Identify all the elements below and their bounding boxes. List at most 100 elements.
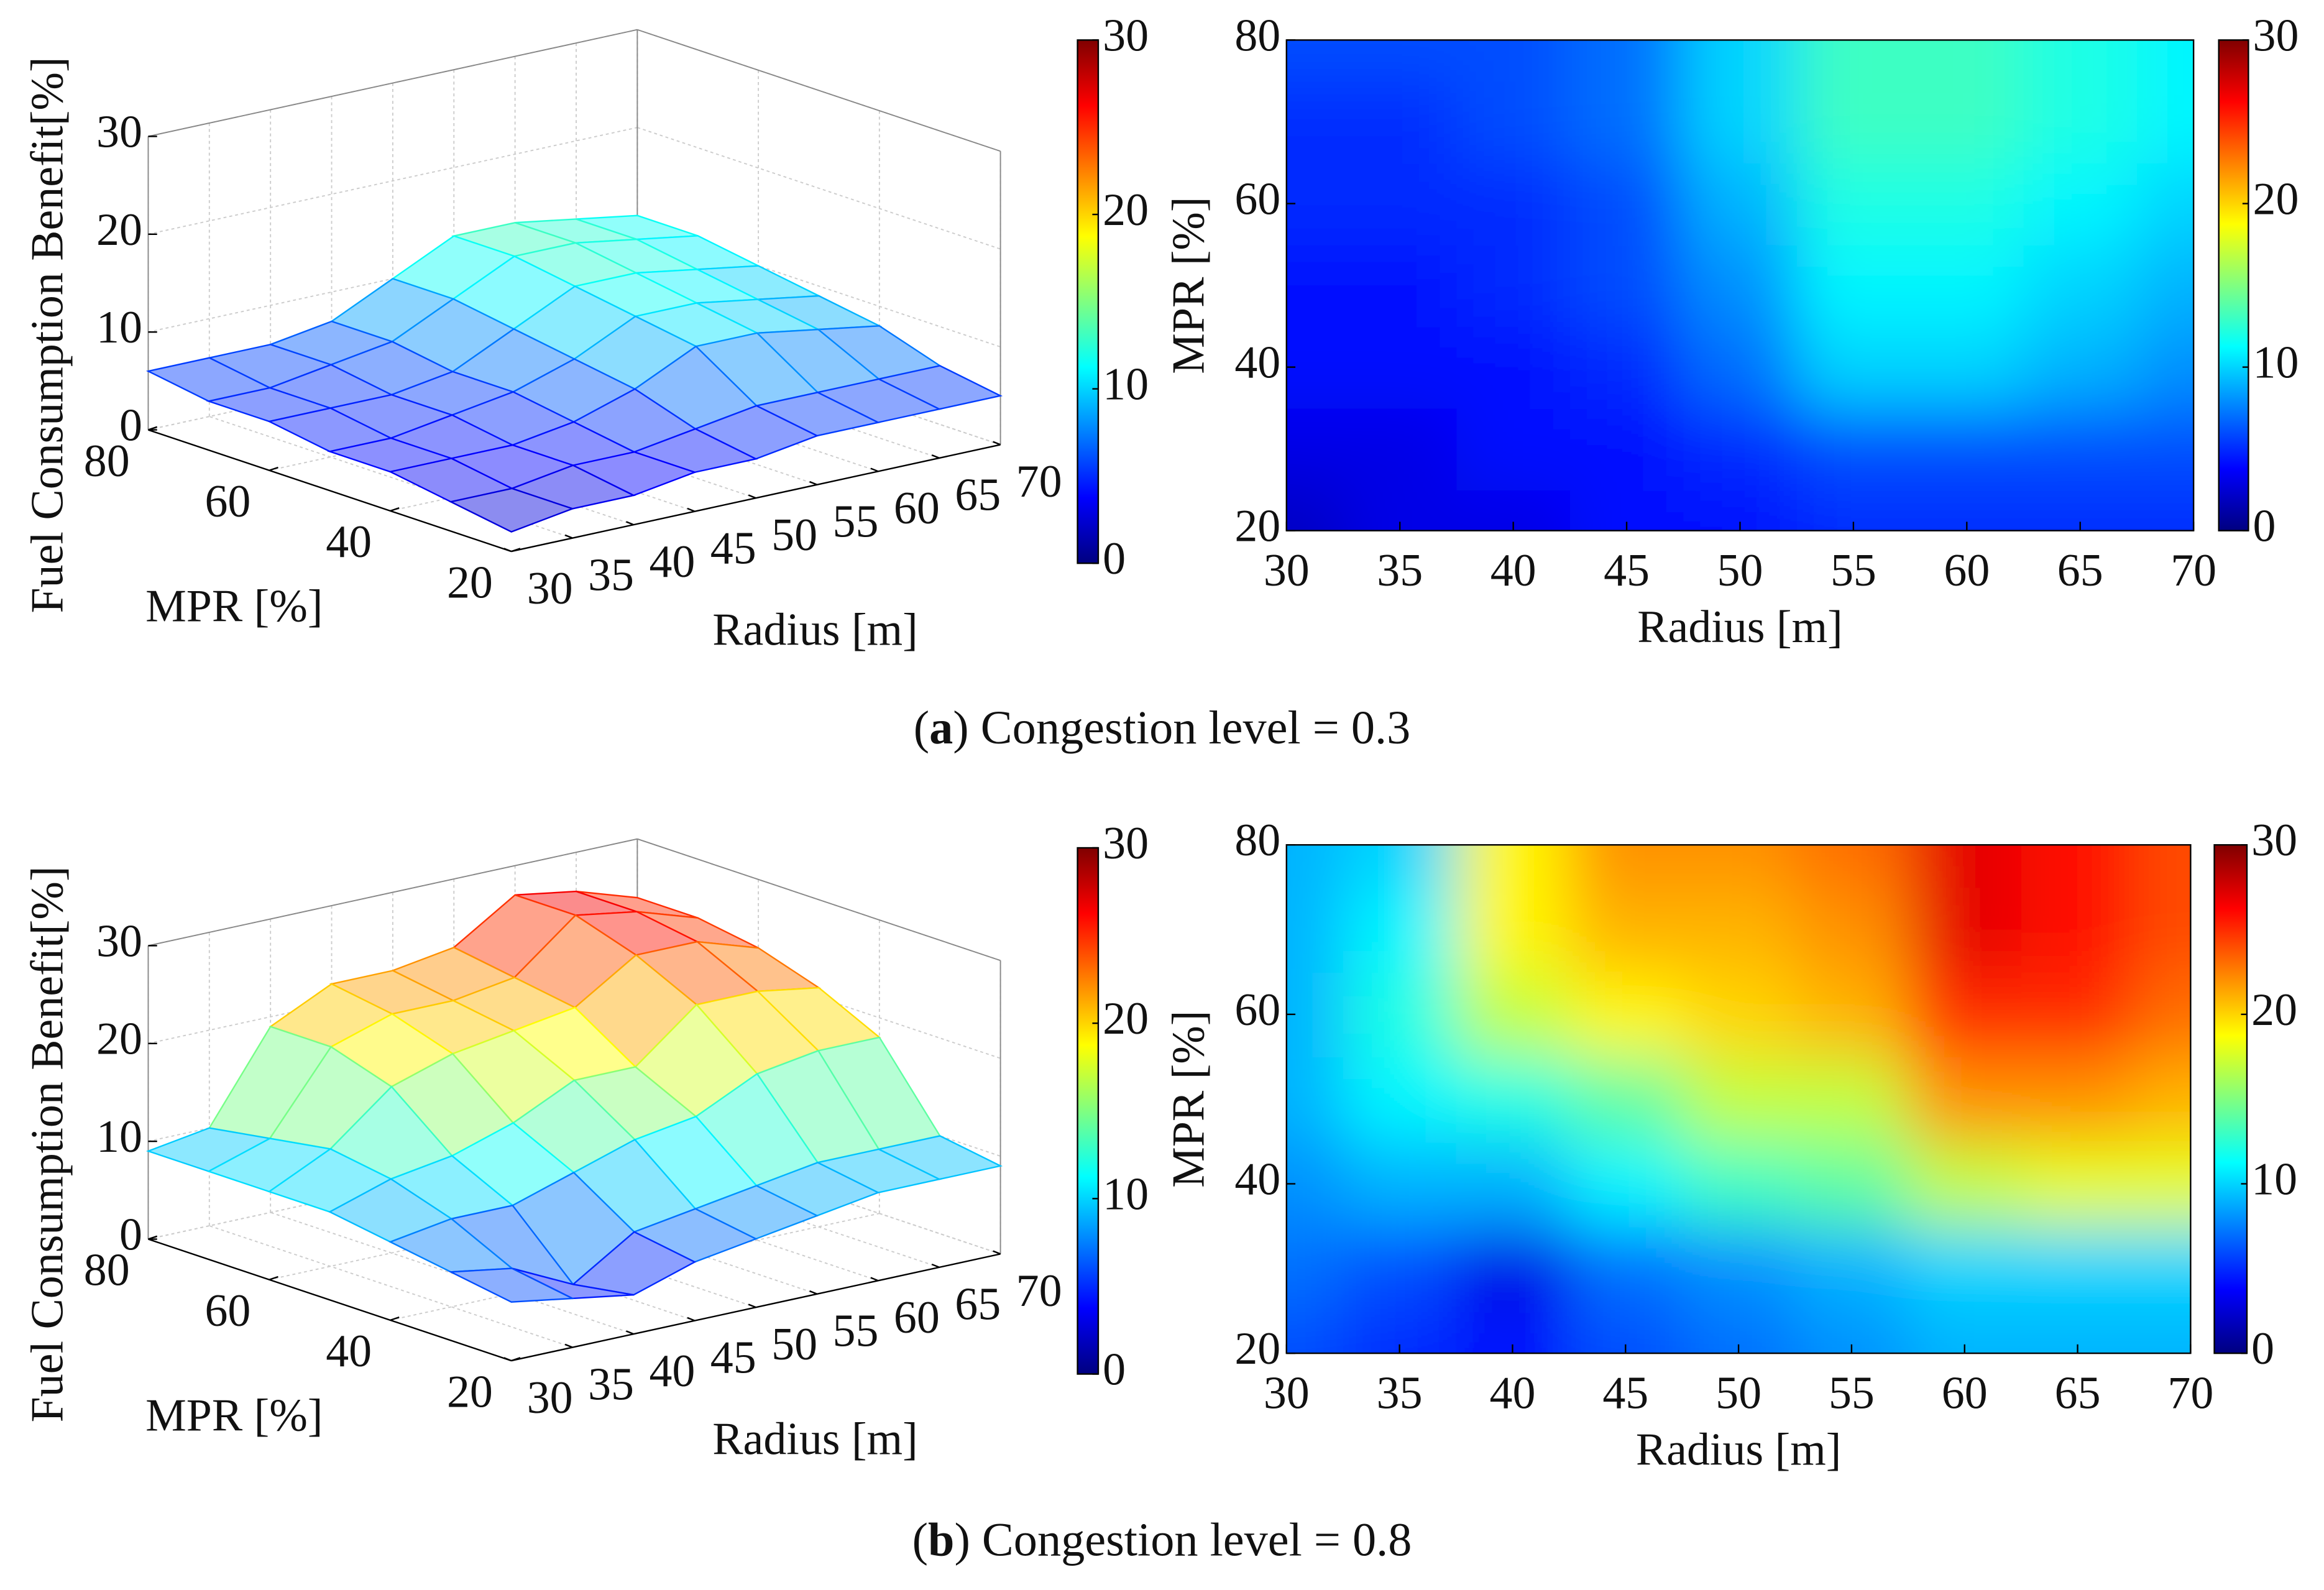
heatmap-cell bbox=[2023, 326, 2138, 409]
heatmap-cell bbox=[1456, 1141, 1570, 1227]
heatmap-cell bbox=[1908, 1057, 2022, 1142]
axis-box bbox=[148, 29, 638, 137]
x-axis-label: Radius [m] bbox=[712, 604, 918, 655]
heatmap-cell bbox=[2023, 408, 2138, 491]
x-tick bbox=[993, 1250, 1001, 1255]
heatmap-cell bbox=[1286, 326, 1344, 409]
heatmap-cell bbox=[1286, 887, 1344, 973]
heatmap-cell bbox=[2134, 1310, 2191, 1354]
x-tick-label: 30 bbox=[527, 1372, 573, 1423]
x-tick-label: 40 bbox=[649, 536, 695, 587]
surface-patch bbox=[448, 487, 575, 533]
heatmap-cell bbox=[1286, 1226, 1344, 1312]
x-tick bbox=[687, 1317, 696, 1321]
heatmap-cell bbox=[2021, 1226, 2135, 1312]
heatmap-cell bbox=[1683, 40, 1798, 82]
x-tick bbox=[748, 494, 756, 499]
colorbar-tick-label: 0 bbox=[1103, 533, 1126, 584]
heatmap-cell bbox=[1683, 81, 1798, 163]
heatmap-cell bbox=[1682, 972, 1796, 1058]
x-tick-label: 60 bbox=[1944, 545, 1990, 595]
colorbar-tick-label: 10 bbox=[1103, 359, 1149, 410]
heatmap-cell bbox=[1796, 81, 1911, 163]
heatmap-cell bbox=[1569, 972, 1683, 1058]
heatmap-cell bbox=[1456, 81, 1571, 163]
heatmap-cell bbox=[1683, 408, 1798, 491]
z-tick-label: 20 bbox=[96, 1013, 142, 1064]
colorbar bbox=[1077, 847, 1100, 1375]
x-tick-label: 50 bbox=[771, 1318, 817, 1369]
x-tick-label: 60 bbox=[894, 1292, 940, 1343]
caption-part: ) Congestion level = 0.8 bbox=[954, 1513, 1412, 1566]
y-axis-label: MPR [%] bbox=[1163, 196, 1214, 374]
x-tick-label: 30 bbox=[527, 563, 573, 613]
heatmap-cell bbox=[1286, 81, 1344, 163]
y-tick bbox=[269, 1275, 278, 1280]
y-tick bbox=[269, 466, 278, 471]
y-tick bbox=[148, 426, 158, 431]
colorbar-tick-label: 30 bbox=[2251, 814, 2297, 865]
y-tick-label: 60 bbox=[204, 476, 250, 526]
heatmap-cell bbox=[2134, 845, 2191, 888]
axis-line bbox=[148, 429, 512, 553]
x-tick bbox=[870, 467, 879, 472]
x-tick-label: 40 bbox=[1490, 545, 1536, 595]
heatmap-cell bbox=[1286, 845, 1344, 888]
y-tick bbox=[390, 1316, 400, 1321]
heatmap-cell bbox=[1569, 887, 1683, 973]
heatmap-cell bbox=[2021, 1057, 2135, 1142]
x-tick bbox=[564, 1343, 573, 1348]
heatmap-cell bbox=[1682, 1057, 1796, 1142]
heatmap-area bbox=[1286, 845, 2191, 1354]
heatmap-cell bbox=[1569, 326, 1684, 409]
x-tick-label: 30 bbox=[1264, 1367, 1310, 1418]
heatmap-cell bbox=[2136, 81, 2194, 163]
heatmap-cell bbox=[1908, 1141, 2022, 1227]
x-tick bbox=[870, 1277, 879, 1282]
heatmap-cell bbox=[2134, 887, 2191, 973]
y-axis-label: MPR [%] bbox=[1163, 1010, 1214, 1187]
heatmap-cell bbox=[2136, 162, 2194, 246]
colorbar-tick-label: 10 bbox=[2251, 1153, 2297, 1204]
heatmap-cell bbox=[1795, 972, 1909, 1058]
heatmap-cell bbox=[1569, 845, 1683, 888]
heatmap-cell bbox=[1569, 244, 1684, 328]
y-tick-label: 60 bbox=[1234, 173, 1280, 224]
heatmap-cell bbox=[1343, 972, 1457, 1058]
heatmap-cell bbox=[1682, 1141, 1796, 1227]
y-tick-label: 80 bbox=[1234, 814, 1280, 865]
x-tick-label: 60 bbox=[894, 482, 940, 533]
x-tick-label: 70 bbox=[1016, 1265, 1062, 1316]
heatmap-cell bbox=[1682, 845, 1796, 888]
y-tick-label: 20 bbox=[1234, 500, 1280, 551]
colorbar-tick-label: 20 bbox=[1103, 184, 1149, 235]
heatmap-cell bbox=[1796, 326, 1911, 409]
colorbar-tick-label: 20 bbox=[2253, 173, 2299, 224]
heatmap-cells bbox=[1286, 40, 2194, 531]
heatmap-cell bbox=[1343, 81, 1458, 163]
heatmap-cell bbox=[1795, 1141, 1909, 1227]
heatmap-cell bbox=[1796, 40, 1911, 82]
x-tick-label: 70 bbox=[2167, 1367, 2213, 1418]
heatmap-cell bbox=[1569, 162, 1684, 246]
x-tick-label: 65 bbox=[2057, 545, 2103, 595]
heatmap-cell bbox=[1343, 887, 1457, 973]
colorbar-tick-label: 10 bbox=[1103, 1168, 1149, 1219]
heatmap-cell bbox=[1286, 244, 1344, 328]
heatmap-cell bbox=[1683, 162, 1798, 246]
heatmap-cell bbox=[1910, 162, 2024, 246]
heatmap-cell bbox=[2136, 40, 2194, 82]
heatmap-cells bbox=[1286, 845, 2191, 1354]
heatmap-area bbox=[1286, 40, 2194, 531]
x-tick-label: 60 bbox=[1942, 1367, 1988, 1418]
caption-part: a bbox=[929, 701, 953, 754]
heatmap-cell bbox=[2134, 1141, 2191, 1227]
colorbar-tick-label: 30 bbox=[2253, 9, 2299, 60]
x-tick-label: 45 bbox=[710, 1331, 756, 1382]
surface-patch bbox=[448, 1267, 576, 1303]
heatmap-cell bbox=[1910, 244, 2024, 328]
heatmap-cell bbox=[1456, 887, 1570, 973]
y-tick-label: 60 bbox=[1234, 984, 1280, 1035]
y-tick-label: 20 bbox=[1234, 1323, 1280, 1374]
